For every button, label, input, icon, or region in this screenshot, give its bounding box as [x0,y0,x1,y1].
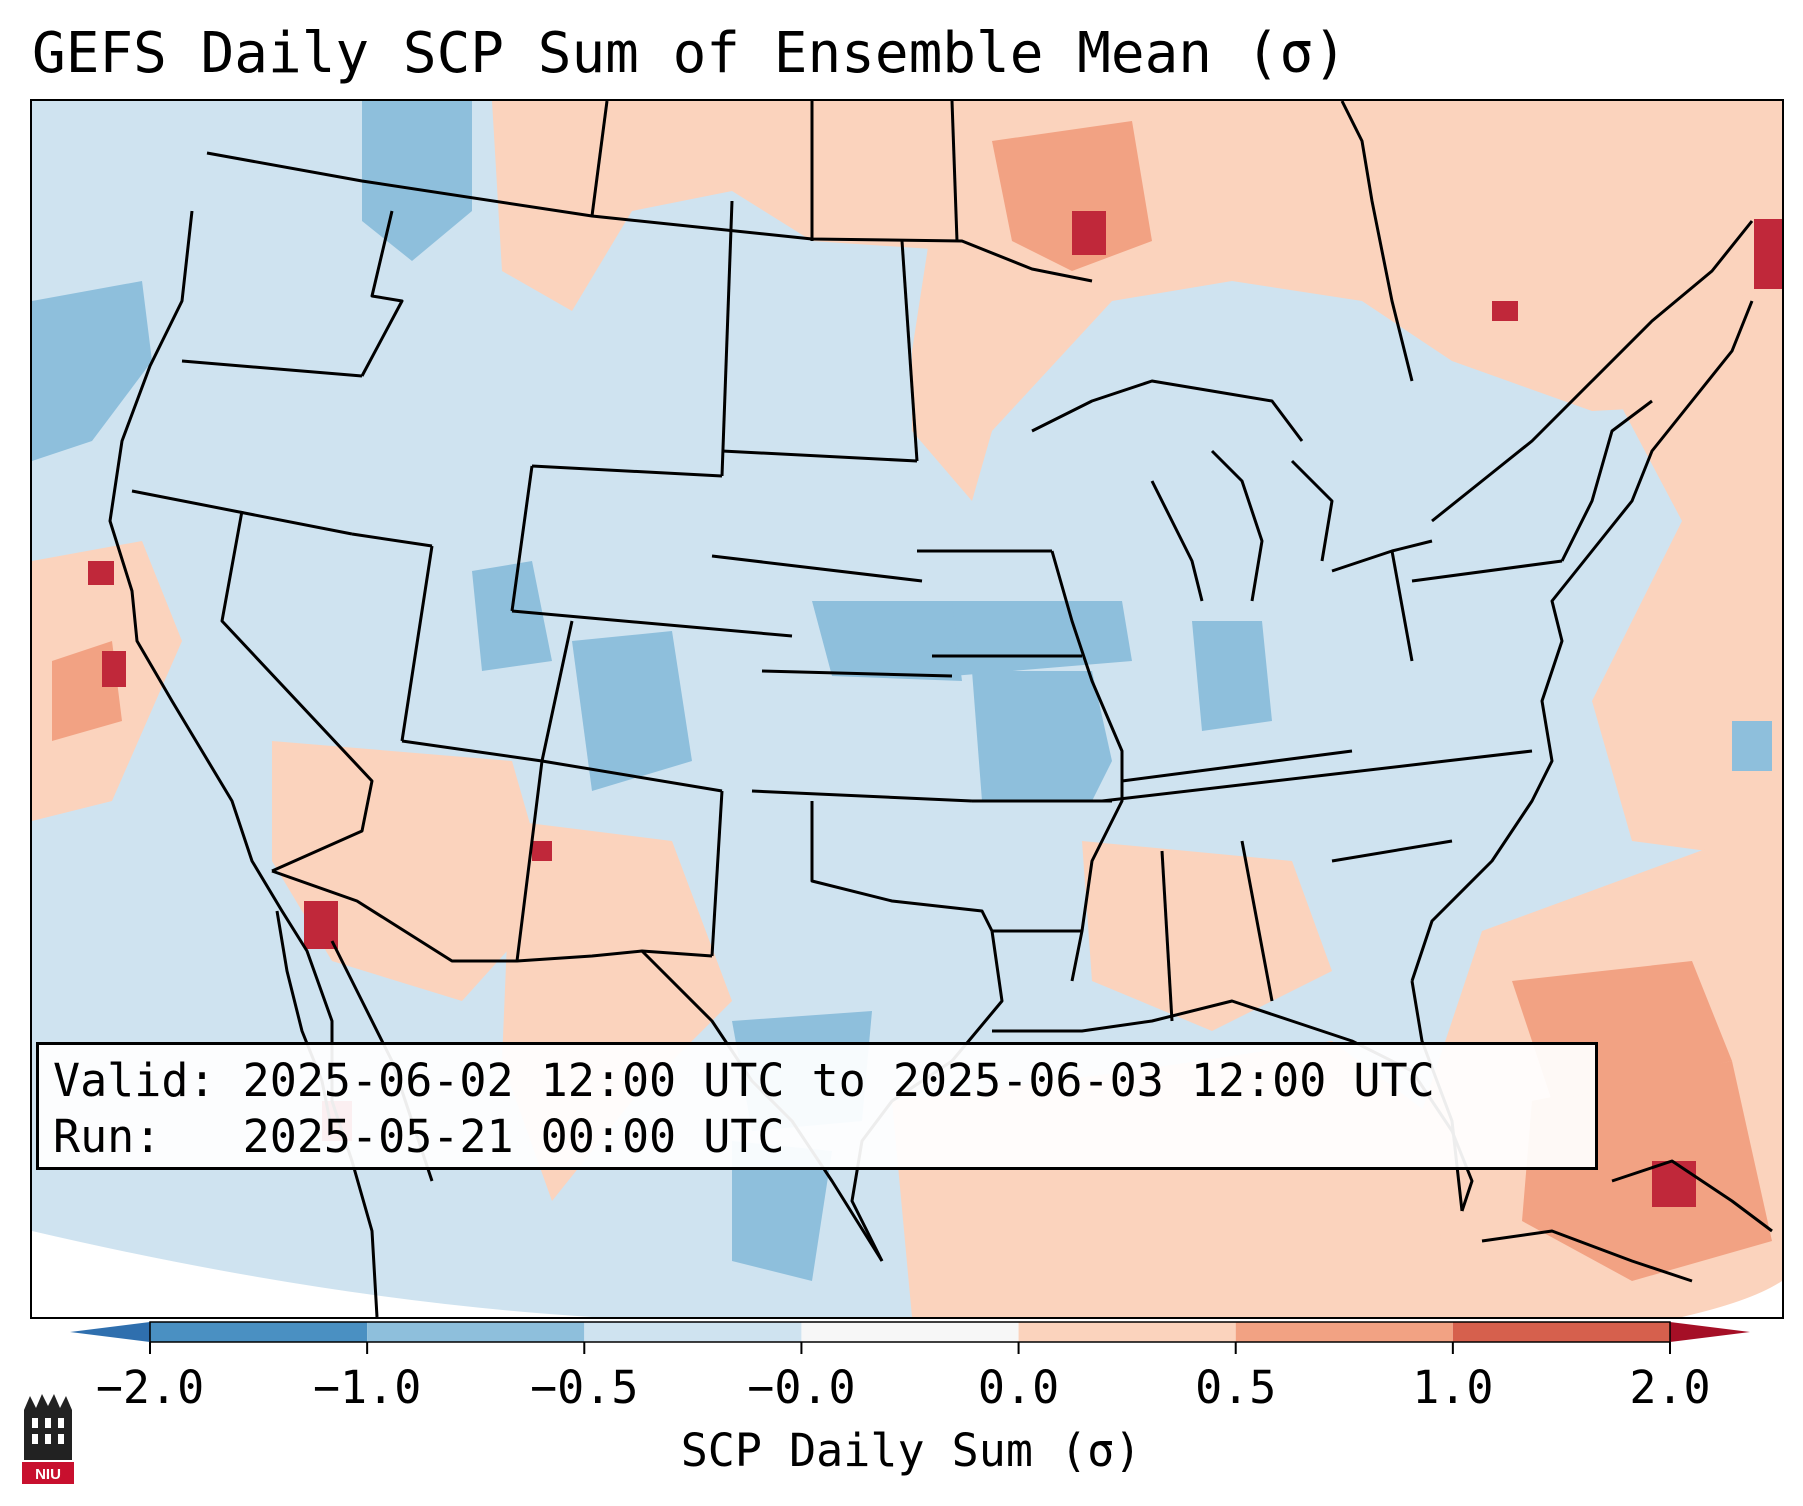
positive-anomaly-northeast-ocean [1592,281,1782,861]
al-ga-border [1240,840,1274,1002]
tn-border [1101,749,1533,803]
great-lakes-michigan [1150,480,1204,602]
strong-positive-pacific-2 [102,651,126,687]
negative-anomaly-atlantic [1732,721,1772,771]
mt-wy-border [531,464,723,478]
positive-anomaly-southeast [1082,841,1332,1031]
colorbar-bin [1018,1322,1236,1342]
colorbar-bin [584,1322,802,1342]
colorbar-bin [801,1322,1019,1342]
nv-az-border [351,532,433,548]
cuba [1481,1229,1693,1283]
hudson-bay-shore [1340,101,1414,382]
negative-anomaly-nebraska [812,601,962,681]
negative-anomaly-idaho [362,101,472,261]
colorbar-tick-label: 0.0 [977,1361,1060,1414]
sd-ne-border [711,554,923,583]
strong-positive-newmexico [532,841,552,861]
ms-al-border [1160,850,1174,1022]
nc-sc-border [1331,839,1453,863]
mt-nd-border [720,200,734,477]
niu-castle-logo-icon: NIU [22,1394,74,1484]
nv-ut-border [400,545,434,742]
negative-anomaly-indiana [1192,621,1272,731]
canada-internal-2 [590,101,609,217]
colorbar-tick-label: 1.0 [1412,1361,1494,1414]
canada-internal [950,101,959,242]
colorbar-tick-label: 0.5 [1195,1361,1277,1414]
colorbar [70,1321,1750,1354]
colorbar-tick-label: −2.0 [95,1361,205,1414]
projection-edge-right [1682,1281,1782,1317]
colorbar-tick-label: −0.0 [747,1361,856,1414]
colorbar-extend-high [1670,1322,1750,1342]
strong-positive-quebec [1754,219,1782,289]
colorbar-bins [150,1322,1670,1342]
lake-erie [1331,539,1433,573]
colorbar-extend-low [70,1322,150,1342]
colorbar-bin [1235,1322,1453,1342]
colorbar-tick-label: −0.5 [530,1361,639,1414]
ne-ks-border [761,669,953,678]
colorbar-bin [150,1322,368,1342]
lake-superior [1031,379,1304,442]
colorbar-bin [367,1322,585,1342]
strong-positive-canada [1072,211,1106,255]
oh-pa-border [1390,550,1414,662]
colorbar-outline [149,1321,1671,1343]
nm-tx-border [710,790,724,957]
chart-title: GEFS Daily SCP Sum of Ensemble Mean (σ) [32,21,1347,86]
atlantic-coast [1410,300,1754,982]
nd-mn-border [900,240,919,462]
negative-anomaly-colorado [572,631,692,791]
mississippi-river [1050,550,1124,982]
colorbar-tick-marks [149,1342,1671,1354]
colorbar-bin [1452,1322,1670,1342]
strong-positive-pacific-1 [88,561,114,585]
nd-sd-border [721,449,918,463]
wa-or-border [181,359,363,378]
state-boundaries [108,101,1773,1317]
negative-anomaly-mexico [732,1141,832,1281]
lake-michigan-east [1210,449,1264,602]
colorbar-tick-label: 2.0 [1629,1361,1711,1414]
strong-positive-ontario [1492,301,1518,321]
ut-az-border [401,739,543,763]
bahamas [1611,1159,1773,1233]
positive-anomaly-southwest [272,741,552,1001]
idaho-west [360,210,404,377]
negative-anomaly-pacific-nw [32,281,152,461]
projection-edge [32,1231,592,1317]
ut-co-border [540,620,574,762]
ca-nv-border [220,510,374,873]
negative-anomaly-missouri [972,671,1112,801]
strong-positive-bahamas [1652,1161,1696,1207]
az-nm-border [515,760,544,962]
run-time-line: Run: 2025-05-21 00:00 UTC [53,1110,785,1163]
lake-huron [1290,459,1334,562]
valid-run-info-box: Valid: 2025-06-02 12:00 UTC to 2025-06-0… [36,1042,1598,1170]
valid-time-line: Valid: 2025-06-02 12:00 UTC to 2025-06-0… [53,1054,1435,1107]
negative-anomaly-wyoming [472,561,552,671]
id-wy-border [510,465,534,612]
st-lawrence [1431,220,1754,523]
negative-anomaly-iowa [932,601,1132,676]
logo-text: NIU [35,1466,61,1483]
new-england [1560,399,1653,562]
co-nm-border [541,759,723,793]
moderate-positive-north [992,121,1152,271]
ny-pa-border [1411,559,1563,583]
positive-anomaly-northern-plains [492,101,962,311]
ok-tx-border [810,801,994,932]
wy-co-border [511,609,793,638]
colorbar-tick-label: −1.0 [312,1361,422,1414]
colorbar-title: SCP Daily Sum (σ) [680,1424,1142,1477]
ky-tn-border [1121,749,1353,783]
ks-ok-border [751,789,973,803]
